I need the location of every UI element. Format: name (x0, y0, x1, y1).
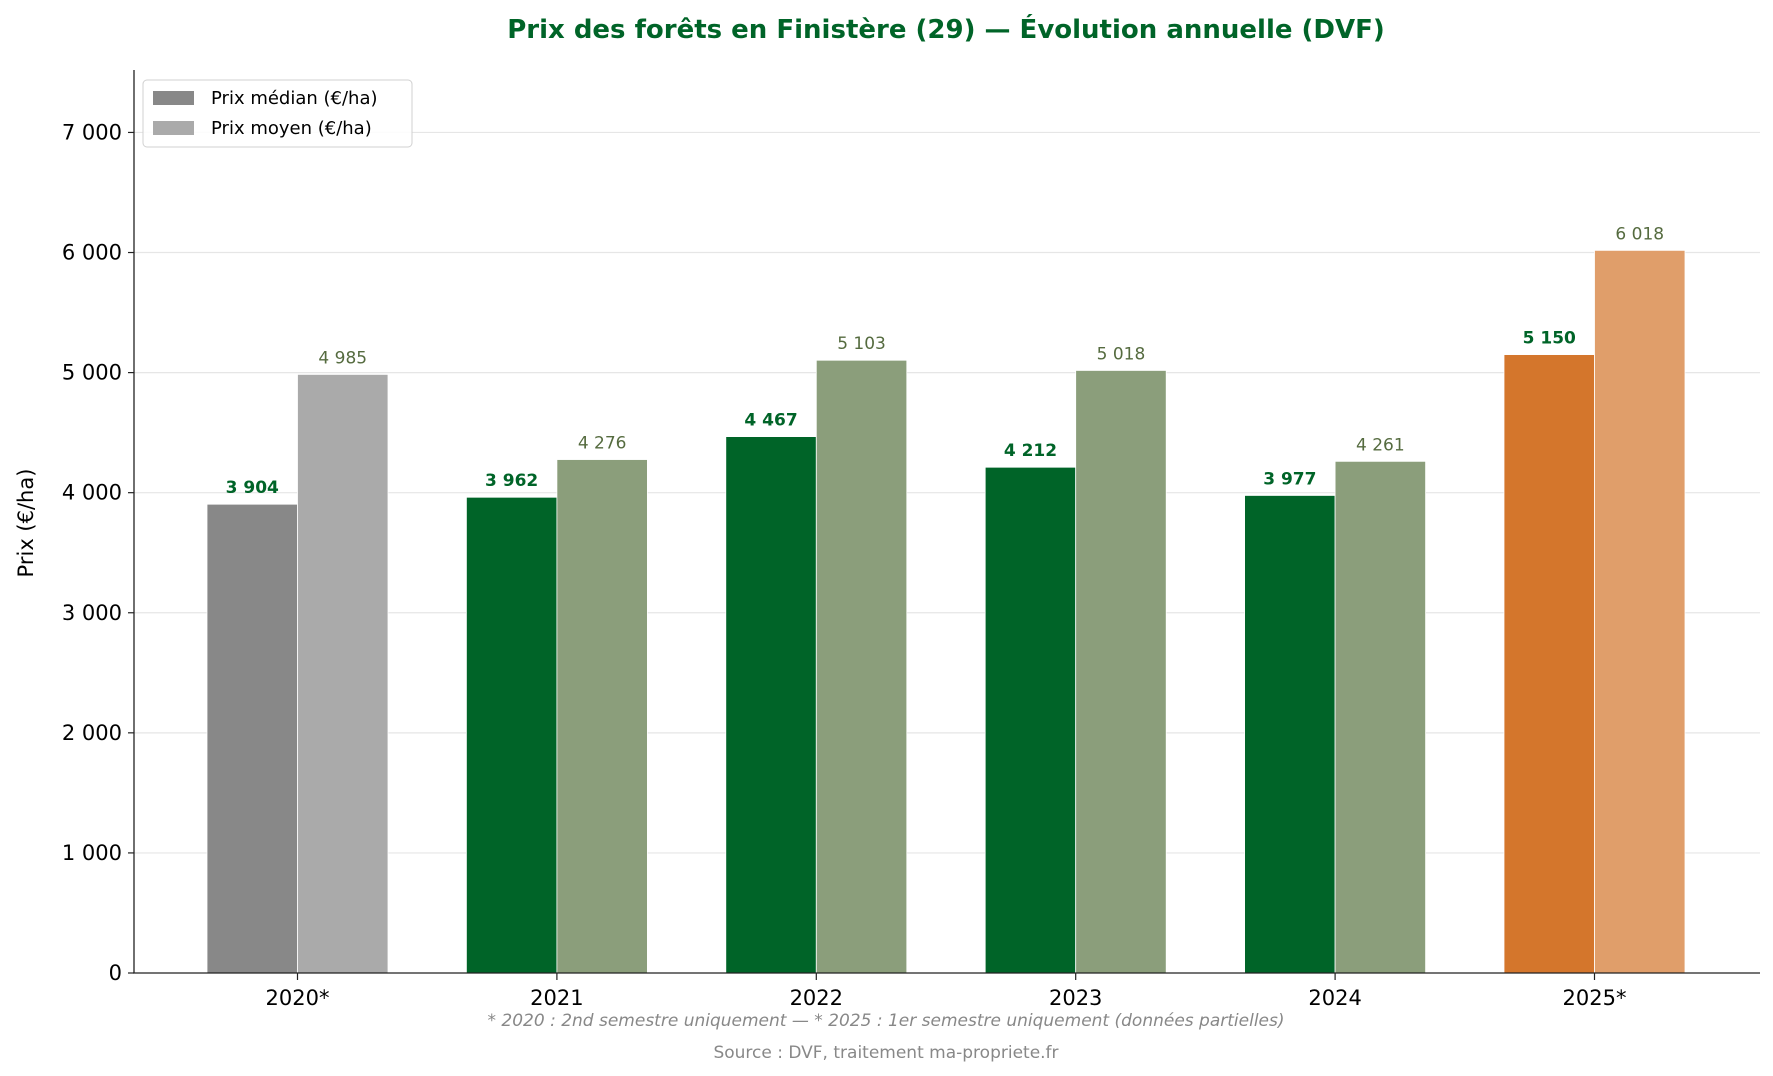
data-label-mean: 4 276 (578, 434, 627, 454)
y-axis-label: Prix (€/ha) (14, 469, 38, 578)
data-label-median: 4 212 (1004, 441, 1057, 461)
bar-mean (1334, 460, 1426, 974)
y-tick-label: 5 000 (62, 361, 122, 385)
bar-mean (815, 359, 908, 974)
bar-mean (556, 459, 648, 974)
bar-median (725, 436, 817, 974)
data-label-mean: 4 985 (318, 348, 367, 368)
x-tick-label: 2020* (266, 986, 330, 1010)
y-tick-label: 7 000 (62, 120, 122, 144)
bar-mean (1594, 249, 1686, 974)
bar-mean (1075, 370, 1167, 974)
chart-title: Prix des forêts en Finistère (29) — Évol… (507, 13, 1385, 45)
data-label-mean: 5 103 (837, 334, 886, 354)
data-label-median: 3 977 (1263, 469, 1316, 489)
data-label-median: 4 467 (744, 411, 797, 431)
y-tick-label: 1 000 (62, 841, 122, 865)
x-tick-label: 2023 (1049, 986, 1102, 1010)
bar-median (984, 466, 1077, 974)
y-tick-label: 0 (109, 961, 122, 985)
legend-swatch-mean (153, 121, 194, 135)
data-label-median: 3 962 (485, 471, 538, 491)
bar-median (1503, 354, 1595, 974)
data-label-mean: 5 018 (1097, 344, 1146, 364)
legend: Prix médian (€/ha) Prix moyen (€/ha) (142, 79, 413, 148)
x-tick-label: 2024 (1308, 986, 1361, 1010)
y-tick-label: 3 000 (62, 601, 122, 625)
x-tick-label: 2022 (790, 986, 843, 1010)
bar-mean (297, 374, 389, 974)
x-tick-label: 2021 (530, 986, 583, 1010)
bar-median (465, 496, 558, 974)
legend-label-median: Prix médian (€/ha) (211, 88, 378, 109)
x-tick-label: 2025* (1563, 986, 1627, 1010)
y-tick-label: 6 000 (62, 241, 122, 265)
footnote: * 2020 : 2nd semestre uniquement — * 202… (488, 1011, 1285, 1031)
data-label-mean: 6 018 (1615, 224, 1664, 244)
data-label-median: 5 150 (1523, 329, 1576, 349)
data-label-mean: 4 261 (1356, 435, 1405, 455)
source-note: Source : DVF, traitement ma-propriete.fr (713, 1043, 1058, 1063)
data-label-median: 3 904 (226, 478, 279, 498)
legend-label-mean: Prix moyen (€/ha) (211, 118, 372, 139)
y-tick-label: 2 000 (62, 721, 122, 745)
bar-median (206, 503, 298, 974)
bar-median (1244, 495, 1336, 974)
legend-swatch-median (153, 91, 194, 105)
y-tick-label: 4 000 (62, 481, 122, 505)
